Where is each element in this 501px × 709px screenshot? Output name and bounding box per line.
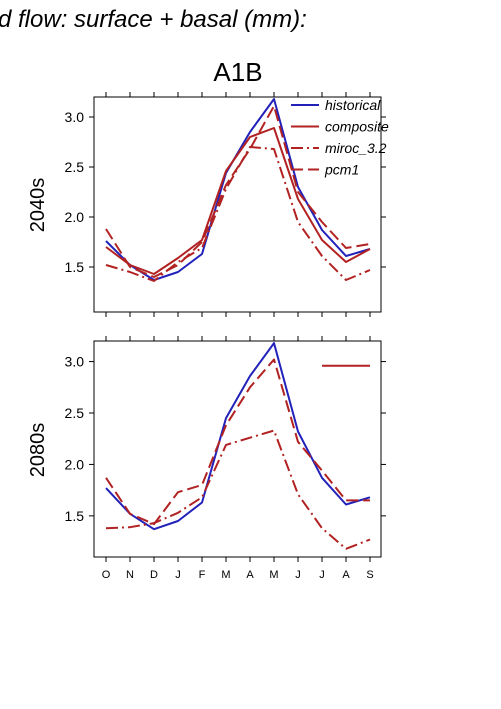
xtick-label: S <box>366 569 373 581</box>
ytick-label: 2.0 <box>65 209 85 225</box>
xtick-label: J <box>295 569 301 581</box>
ylabel-2040s: 2040s <box>27 178 49 233</box>
xtick-label: M <box>221 569 230 581</box>
series-line-historical <box>105 342 371 531</box>
ylabel-2080s: 2080s <box>27 423 49 478</box>
xtick-label: M <box>269 569 278 581</box>
ytick-label: 3.0 <box>65 354 85 370</box>
series-line-composite <box>105 127 371 275</box>
ytick-label: 1.5 <box>65 508 85 524</box>
xtick-label: A <box>342 569 350 581</box>
series-line-pcm1 <box>105 105 371 278</box>
legend-label: pcm1 <box>324 162 359 178</box>
xtick-label: J <box>175 569 181 581</box>
xtick-label: F <box>199 569 206 581</box>
figure-title: d flow: surface + basal (mm): <box>0 6 307 33</box>
series-line-miroc-3-2 <box>105 429 371 550</box>
ytick-label: 2.0 <box>65 456 85 472</box>
plot-frame-2040s <box>93 96 382 313</box>
xtick-label: O <box>102 569 111 581</box>
ytick-label: 2.5 <box>65 405 85 421</box>
legend-label: historical <box>325 97 381 113</box>
xtick-label: A <box>246 569 254 581</box>
ytick-label: 2.5 <box>65 159 85 175</box>
plot-frame-2080s <box>93 340 382 558</box>
scenario-title: A1B <box>213 57 262 87</box>
ytick-label: 3.0 <box>65 109 85 125</box>
xtick-label: J <box>319 569 325 581</box>
panel-2080s: 2080s 1.5 2.0 2.5 3.0 O N D J F M A M J J A S <box>27 336 386 581</box>
legend: historical composite miroc_3.2 pcm1 <box>291 97 389 178</box>
legend-label: composite <box>325 119 389 135</box>
ytick-label: 1.5 <box>65 259 85 275</box>
xtick-label: N <box>126 569 134 581</box>
panel-2040s: 2040s 1.5 2.0 2.5 3.0 historical composite mi… <box>27 92 389 317</box>
series-line-miroc-3-2 <box>105 146 371 282</box>
legend-label: miroc_3.2 <box>325 140 387 156</box>
series-line-pcm1 <box>105 358 370 526</box>
xtick-label: D <box>150 569 158 581</box>
